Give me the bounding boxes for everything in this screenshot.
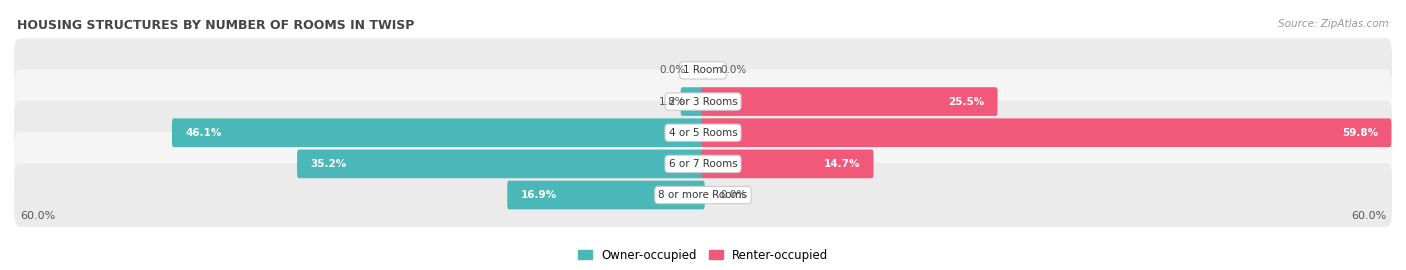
FancyBboxPatch shape [508,181,704,209]
Text: 46.1%: 46.1% [186,128,222,138]
FancyBboxPatch shape [14,132,1392,196]
FancyBboxPatch shape [14,163,1392,227]
Text: 60.0%: 60.0% [20,211,55,221]
FancyBboxPatch shape [14,101,1392,165]
FancyBboxPatch shape [14,70,1392,134]
Text: 0.0%: 0.0% [720,190,747,200]
FancyBboxPatch shape [681,87,704,116]
Text: 14.7%: 14.7% [824,159,860,169]
FancyBboxPatch shape [172,118,704,147]
Text: 8 or more Rooms: 8 or more Rooms [658,190,748,200]
Text: HOUSING STRUCTURES BY NUMBER OF ROOMS IN TWISP: HOUSING STRUCTURES BY NUMBER OF ROOMS IN… [17,19,415,32]
FancyBboxPatch shape [702,118,1392,147]
FancyBboxPatch shape [297,150,704,178]
Text: 59.8%: 59.8% [1343,128,1378,138]
Text: 6 or 7 Rooms: 6 or 7 Rooms [669,159,737,169]
Text: 60.0%: 60.0% [1351,211,1386,221]
FancyBboxPatch shape [702,87,997,116]
Text: 2 or 3 Rooms: 2 or 3 Rooms [669,97,737,107]
Text: 1 Room: 1 Room [683,65,723,75]
Legend: Owner-occupied, Renter-occupied: Owner-occupied, Renter-occupied [572,244,834,266]
Text: 0.0%: 0.0% [720,65,747,75]
Text: 35.2%: 35.2% [311,159,346,169]
FancyBboxPatch shape [14,38,1392,102]
Text: 25.5%: 25.5% [948,97,984,107]
Text: Source: ZipAtlas.com: Source: ZipAtlas.com [1278,19,1389,29]
FancyBboxPatch shape [702,150,873,178]
Text: 0.0%: 0.0% [659,65,686,75]
Text: 4 or 5 Rooms: 4 or 5 Rooms [669,128,737,138]
Text: 1.8%: 1.8% [659,97,686,107]
Text: 16.9%: 16.9% [520,190,557,200]
